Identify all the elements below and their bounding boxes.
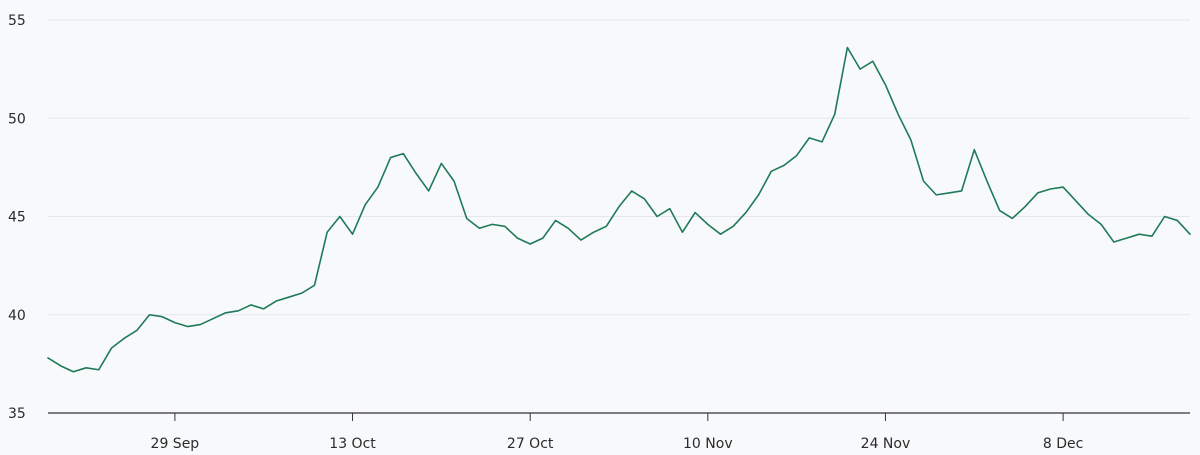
y-tick-label: 35 xyxy=(8,406,26,422)
axes xyxy=(48,412,1190,421)
y-tick-label: 45 xyxy=(8,210,26,226)
x-tick-label: 8 Dec xyxy=(1043,436,1083,452)
x-tick-label: 10 Nov xyxy=(683,436,733,452)
x-tick-label: 29 Sep xyxy=(151,436,200,452)
y-tick-label: 40 xyxy=(8,308,26,324)
x-tick-label: 13 Oct xyxy=(329,436,376,452)
series-line xyxy=(47,46,1191,373)
tick-labels: 35 40 45 50 55 29 Sep 13 Oct 27 Oct 10 Nov 24 Nov… xyxy=(8,13,1083,452)
y-tick-label: 55 xyxy=(8,13,26,29)
series-layer xyxy=(47,46,1191,373)
grid-lines xyxy=(48,19,1190,316)
y-tick-label: 50 xyxy=(8,111,26,127)
x-tick-label: 24 Nov xyxy=(861,436,911,452)
x-tick-label: 27 Oct xyxy=(507,436,554,452)
